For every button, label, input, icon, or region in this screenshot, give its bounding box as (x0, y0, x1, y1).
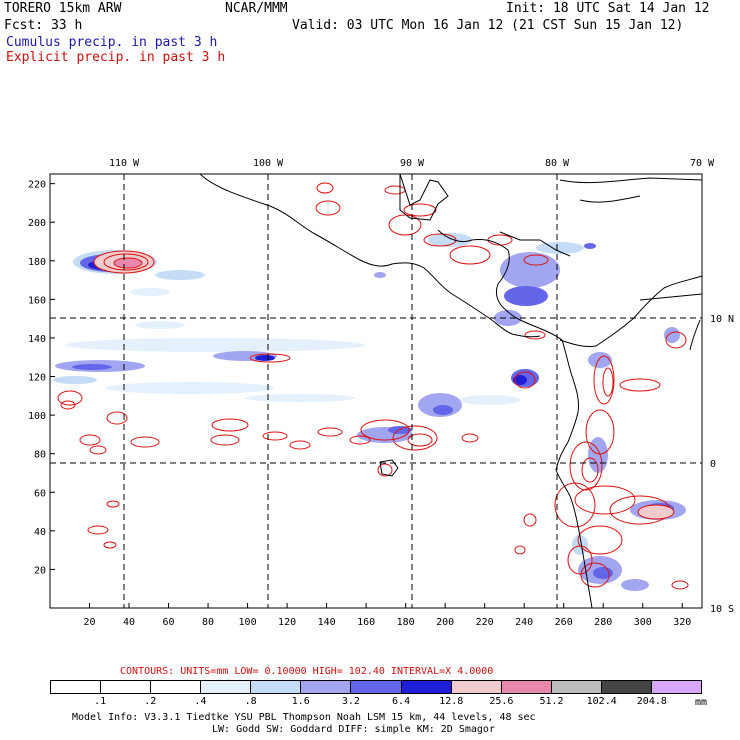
colorbar-swatch (301, 681, 352, 693)
lon-label-100w: 100 W (253, 158, 284, 169)
valid-time: Valid: 03 UTC Mon 16 Jan 12 (21 CST Sun … (292, 18, 684, 33)
colorbar-swatch (51, 681, 102, 693)
y-tick-label: 200 (28, 218, 46, 229)
y-tick-label: 120 (28, 373, 46, 384)
colorbar-label: 3.2 (341, 696, 360, 707)
lon-label-70w: 70 W (690, 158, 715, 169)
lon-label-110w: 110 W (109, 158, 140, 169)
init-time: Init: 18 UTC Sat 14 Jan 12 (506, 1, 710, 16)
colorbar-label: 6.4 (392, 696, 411, 707)
x-tick-label: 40 (123, 617, 135, 628)
x-tick-label: 280 (594, 617, 612, 628)
colorbar-swatch (251, 681, 302, 693)
y-tick-label: 100 (28, 411, 46, 422)
colorbar-label: .1 (94, 696, 107, 707)
x-tick-label: 140 (318, 617, 336, 628)
colorbar-swatch (551, 681, 602, 693)
x-tick-label: 260 (555, 617, 573, 628)
colorbar-label: 102.4 (586, 696, 617, 707)
lon-label-90w: 90 W (400, 158, 425, 169)
physics-info: LW: Godd SW: Goddard DIFF: simple KM: 2D… (212, 724, 495, 735)
colorbar-label: 12.8 (439, 696, 464, 707)
y-tick-label: 40 (34, 527, 46, 538)
x-tick-label: 100 (239, 617, 257, 628)
y-tick-label: 80 (34, 450, 46, 461)
explicit-precip-contours (57, 182, 689, 590)
colorbar-swatch (601, 681, 652, 693)
x-tick-label: 120 (278, 617, 296, 628)
colorbar-swatch (501, 681, 552, 693)
colorbar-label: .2 (144, 696, 157, 707)
y-tick-label: 140 (28, 334, 46, 345)
center-name: NCAR/MMM (225, 1, 288, 16)
colorbar-label: 204.8 (636, 696, 667, 707)
x-tick-label: 200 (436, 617, 454, 628)
colorbar-label: 51.2 (539, 696, 564, 707)
colorbar-unit: mm (695, 697, 708, 708)
x-tick-label: 220 (476, 617, 494, 628)
x-tick-label: 240 (515, 617, 533, 628)
x-axis-labels: 20 40 60 80 100 120 140 160 180 200 220 240 260 280 30… (83, 617, 691, 628)
y-tick-label: 180 (28, 257, 46, 268)
forecast-hour: Fcst: 33 h (4, 18, 83, 33)
x-tick-label: 300 (634, 617, 652, 628)
lat-lon-grid (50, 174, 702, 608)
colorbar-label: 1.6 (291, 696, 310, 707)
model-info: Model Info: V3.3.1 Tiedtke YSU PBL Thomp… (72, 712, 536, 723)
cumulus-legend: Cumulus precip. in past 3 h (6, 35, 218, 50)
x-tick-label: 80 (202, 617, 214, 628)
colorbar-swatch (401, 681, 452, 693)
colorbar-swatch (451, 681, 502, 693)
colorbar-label: 25.6 (489, 696, 514, 707)
colorbar-label: .4 (194, 696, 207, 707)
x-axis-ticks (89, 603, 683, 608)
colorbar-swatch (651, 681, 702, 693)
lat-label-10s: 10 S (710, 604, 734, 615)
colorbar-swatch (101, 681, 152, 693)
colorbar-swatch (351, 681, 402, 693)
y-tick-label: 60 (34, 488, 46, 499)
explicit-legend: Explicit precip. in past 3 h (6, 50, 226, 65)
y-tick-label: 160 (28, 295, 46, 306)
x-tick-label: 320 (673, 617, 691, 628)
model-title: TORERO 15km ARW (4, 1, 122, 16)
lon-label-80w: 80 W (545, 158, 570, 169)
colorbar (50, 680, 702, 694)
colorbar-swatch (151, 681, 202, 693)
x-tick-label: 20 (83, 617, 95, 628)
y-axis-labels: 220 200 180 160 140 120 100 80 60 40 20 (28, 180, 46, 577)
colorbar-label: .8 (244, 696, 257, 707)
y-tick-label: 220 (28, 180, 46, 191)
y-tick-label: 20 (34, 565, 46, 576)
x-tick-label: 60 (163, 617, 175, 628)
y-axis-ticks (50, 183, 55, 570)
contour-info: CONTOURS: UNITS=mm LOW= 0.10000 HIGH= 10… (120, 666, 494, 677)
lat-label-0: 0 (710, 459, 716, 470)
colorbar-swatch (201, 681, 252, 693)
lat-label-10n: 10 N (710, 314, 734, 325)
x-tick-label: 160 (357, 617, 375, 628)
x-tick-label: 180 (397, 617, 415, 628)
